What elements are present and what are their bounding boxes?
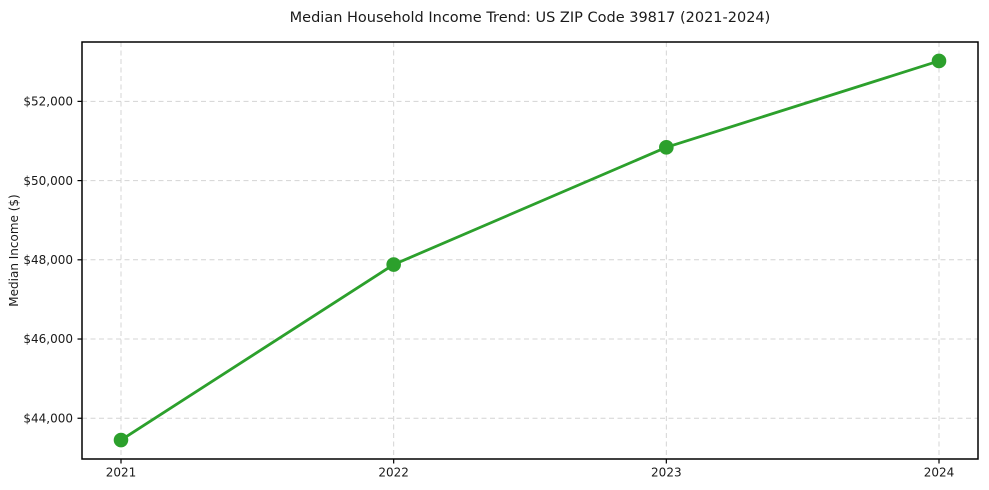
data-point-marker — [113, 432, 129, 448]
x-tick-label: 2021 — [106, 466, 137, 480]
y-tick-label: $50,000 — [23, 174, 73, 188]
y-tick-label: $46,000 — [23, 332, 73, 346]
x-tick-label: 2023 — [651, 466, 682, 480]
y-tick-label: $48,000 — [23, 253, 73, 267]
chart-title: Median Household Income Trend: US ZIP Co… — [290, 10, 771, 26]
data-point-marker — [386, 257, 401, 272]
y-tick-label: $52,000 — [23, 95, 73, 109]
series-line — [119, 59, 941, 442]
data-point-marker — [931, 53, 947, 69]
chart-plot-area: $44,000 $46,000 $48,000 $50,000 $52,000 2021 2… — [23, 41, 979, 480]
data-point-marker — [659, 140, 674, 155]
y-axis-label: Median Income ($) — [7, 194, 21, 306]
y-tick-label: $44,000 — [23, 411, 73, 425]
plot-border — [81, 41, 979, 460]
x-tick-label: 2024 — [924, 466, 955, 480]
x-tick-label: 2022 — [378, 466, 409, 480]
